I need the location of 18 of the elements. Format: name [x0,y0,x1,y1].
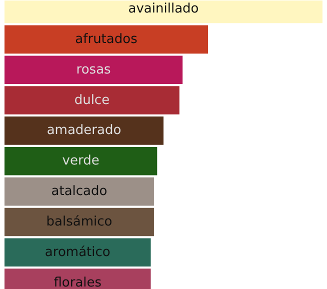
y-tick-label: aromático [44,244,110,260]
y-tick-label: balsámico [46,214,112,230]
bar [4,146,158,176]
bar [4,116,164,145]
bar [4,86,180,114]
y-tick-label: verde [62,154,100,169]
y-tick-label: atalcado [51,184,108,200]
bar [4,25,208,54]
bar [4,238,151,267]
y-tick-label: amaderado [46,123,122,138]
bar [4,208,154,236]
y-tick-label: dulce [74,92,110,108]
y-tick-label: rosas [76,62,112,78]
bar [4,177,154,206]
bar [4,56,183,84]
y-tick-label: avainillado [128,2,199,17]
y-tick-label: afrutados [75,32,138,47]
y-tick-label: florales [54,275,102,289]
